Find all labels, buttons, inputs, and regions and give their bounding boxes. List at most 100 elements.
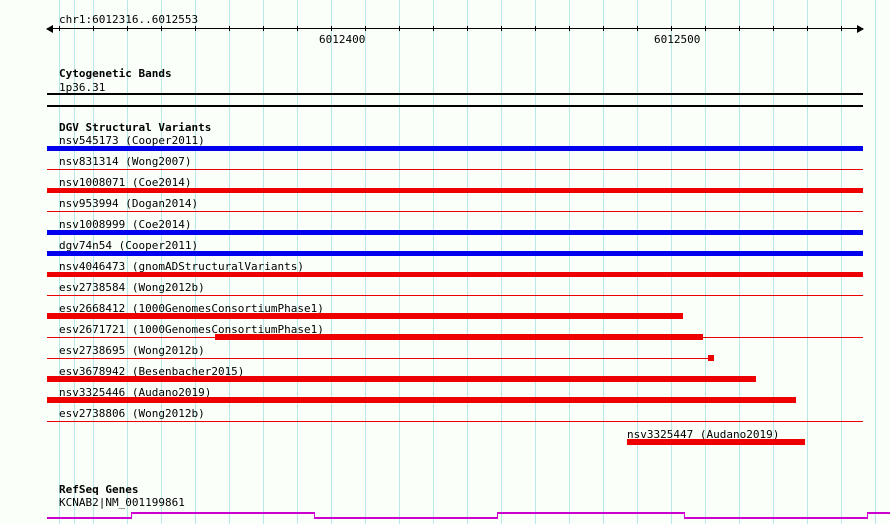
- ruler-tick: [195, 26, 196, 31]
- gene-intron-riser: [497, 512, 498, 519]
- variant-bar[interactable]: [47, 376, 756, 382]
- gridline: [127, 0, 128, 524]
- gridline: [229, 0, 230, 524]
- variant-label[interactable]: nsv831314 (Wong2007): [59, 155, 192, 168]
- gridline: [603, 0, 604, 524]
- ruler-tick: [297, 26, 298, 31]
- section-title-cytogenetic-bands: Cytogenetic Bands: [59, 67, 172, 80]
- gene-exon-segment[interactable]: [47, 517, 131, 519]
- ruler-tick: [705, 26, 706, 31]
- variant-extent-line: [47, 421, 863, 422]
- gridline: [807, 0, 808, 524]
- ruler-tick: [433, 26, 434, 31]
- gridline: [161, 0, 162, 524]
- gridline: [331, 0, 332, 524]
- variant-bar[interactable]: [627, 439, 805, 445]
- variant-label[interactable]: nsv545173 (Cooper2011): [59, 134, 205, 147]
- section-title-refseq-genes: RefSeq Genes: [59, 483, 139, 496]
- arrow-left-icon[interactable]: [46, 25, 53, 33]
- gridline: [59, 0, 60, 524]
- variant-bar[interactable]: [47, 251, 863, 256]
- gene-exon-segment[interactable]: [131, 512, 314, 514]
- variant-label[interactable]: esv2738806 (Wong2012b): [59, 407, 205, 420]
- gene-exon-segment[interactable]: [867, 512, 890, 514]
- gridline: [535, 0, 536, 524]
- gridline: [841, 0, 842, 524]
- ruler-tick: [229, 26, 230, 31]
- variant-label[interactable]: esv2668412 (1000GenomesConsortiumPhase1): [59, 302, 324, 315]
- variant-bar[interactable]: [47, 188, 863, 193]
- variant-label[interactable]: esv2738584 (Wong2012b): [59, 281, 205, 294]
- gene-intron-riser: [131, 512, 132, 519]
- ruler-tick: [365, 26, 366, 31]
- variant-label[interactable]: esv3678942 (Besenbacher2015): [59, 365, 245, 378]
- ruler-tick: [501, 26, 502, 31]
- gene-exon-segment[interactable]: [314, 517, 497, 519]
- ruler-tick: [603, 26, 604, 31]
- gridline: [93, 0, 94, 524]
- variant-bar[interactable]: [708, 355, 714, 361]
- cytoband-label: 1p36.31: [59, 81, 106, 94]
- variant-label[interactable]: nsv1008071 (Coe2014): [59, 176, 192, 189]
- variant-bar[interactable]: [47, 230, 863, 235]
- ruler-tick: [59, 26, 60, 31]
- variant-label[interactable]: nsv1008999 (Coe2014): [59, 218, 192, 231]
- gridline: [637, 0, 638, 524]
- gene-intron-riser: [867, 512, 868, 519]
- ruler-tick: [263, 26, 264, 31]
- variant-label[interactable]: esv2738695 (Wong2012b): [59, 344, 205, 357]
- ruler-label: 6012400: [319, 33, 366, 46]
- refseq-gene-label: KCNAB2|NM_001199861: [59, 496, 185, 509]
- ruler-axis-line: [47, 28, 863, 29]
- variant-bar[interactable]: [47, 313, 683, 319]
- gene-intron-riser: [314, 512, 315, 519]
- cytoband-bar: [47, 93, 863, 95]
- locus-label: chr1:6012316..6012553: [59, 13, 199, 26]
- variant-extent-line: [47, 295, 863, 296]
- ruler-tick: [569, 26, 570, 31]
- gridline: [433, 0, 434, 524]
- gridline: [297, 0, 298, 524]
- gridline: [365, 0, 366, 524]
- gridline: [875, 0, 876, 524]
- gene-exon-segment[interactable]: [497, 512, 684, 514]
- gridline: [569, 0, 570, 524]
- ruler-tick: [93, 26, 94, 31]
- gridline: [467, 0, 468, 524]
- variant-bar[interactable]: [47, 397, 796, 403]
- gridline: [739, 0, 740, 524]
- ruler-tick: [671, 26, 672, 31]
- gene-intron-riser: [684, 512, 685, 519]
- ruler-tick: [331, 26, 332, 31]
- variant-label[interactable]: esv2671721 (1000GenomesConsortiumPhase1): [59, 323, 324, 336]
- ruler-tick: [739, 26, 740, 31]
- variant-label[interactable]: nsv4046473 (gnomADStructuralVariants): [59, 260, 305, 273]
- ruler-tick: [467, 26, 468, 31]
- gridline: [263, 0, 264, 524]
- ruler-tick: [773, 26, 774, 31]
- variant-extent-line: [47, 211, 863, 212]
- section-divider: [47, 105, 863, 107]
- ruler-tick: [399, 26, 400, 31]
- gridline: [671, 0, 672, 524]
- variant-label[interactable]: nsv3325447 (Audano2019): [627, 428, 780, 441]
- section-title-dgv-structural-variants: DGV Structural Variants: [59, 121, 212, 134]
- ruler-tick: [535, 26, 536, 31]
- gridline: [705, 0, 706, 524]
- ruler-tick: [161, 26, 162, 31]
- arrow-right-icon[interactable]: [857, 25, 864, 33]
- ruler-tick: [637, 26, 638, 31]
- variant-bar[interactable]: [47, 272, 863, 277]
- gene-exon-segment[interactable]: [684, 517, 867, 519]
- ruler-tick: [807, 26, 808, 31]
- variant-label[interactable]: nsv953994 (Dogan2014): [59, 197, 199, 210]
- variant-label[interactable]: nsv3325446 (Audano2019): [59, 386, 212, 399]
- gridline: [399, 0, 400, 524]
- gridline: [74, 0, 75, 524]
- variant-bar[interactable]: [215, 334, 703, 340]
- variant-extent-line: [47, 358, 714, 359]
- ruler-tick: [841, 26, 842, 31]
- variant-bar[interactable]: [47, 146, 863, 151]
- variant-label[interactable]: dgv74n54 (Cooper2011): [59, 239, 199, 252]
